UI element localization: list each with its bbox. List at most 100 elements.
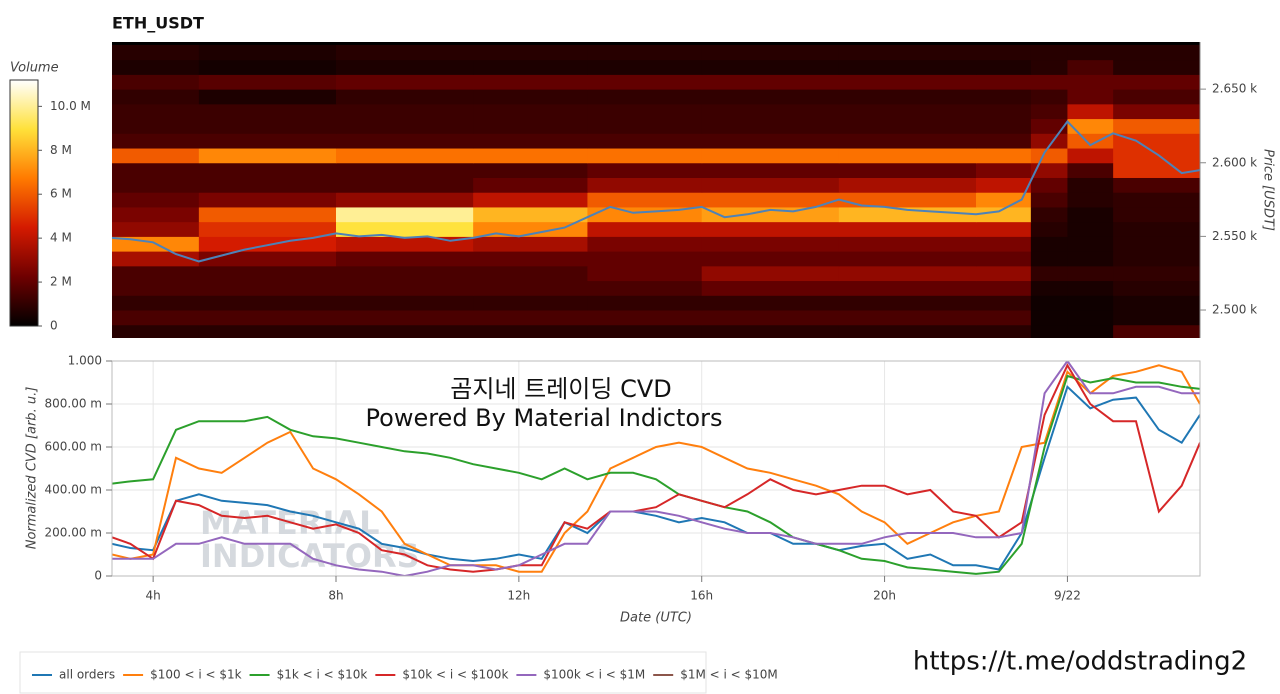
heatmap-cell: [473, 206, 588, 223]
heatmap-cell: [112, 295, 200, 311]
heatmap-cell: [1067, 74, 1114, 90]
heatmap-cell: [587, 133, 703, 149]
heatmap-cell: [701, 295, 840, 311]
heatmap-cell: [473, 162, 588, 178]
heatmap-cell: [976, 310, 1032, 326]
heatmap-cell: [701, 177, 840, 193]
heatmap-cell: [1067, 162, 1114, 178]
heatmap-cell: [473, 310, 588, 326]
heatmap-cell: [1030, 324, 1068, 338]
heatmap-cell: [587, 221, 703, 237]
heatmap-cell: [112, 44, 200, 61]
heatmap-cell: [473, 295, 588, 311]
heatmap-cell: [198, 236, 337, 252]
heatmap-cell: [587, 148, 703, 164]
heatmap-cell: [976, 192, 1032, 208]
heatmap-cell: [1030, 89, 1068, 105]
heatmap-cell: [587, 280, 703, 296]
heatmap-cell: [1030, 251, 1068, 267]
legend-label: $100k < i < $1M: [543, 668, 645, 682]
y-tick-label: 2.500 k: [1212, 303, 1257, 317]
heatmap-cell: [838, 74, 977, 90]
heatmap-cell: [1067, 310, 1114, 326]
heatmap-cell: [473, 148, 588, 164]
heatmap-cell: [1067, 265, 1114, 282]
heatmap-cell: [198, 133, 337, 149]
heatmap-cell: [1030, 118, 1068, 134]
colorbar-tick-label: 8 M: [50, 143, 72, 157]
heatmap-cell: [1113, 310, 1200, 326]
heatmap-cell: [1113, 280, 1200, 296]
x-tick-label: 20h: [873, 589, 896, 603]
series-line: [112, 361, 1200, 576]
heatmap-cell: [587, 74, 703, 90]
heatmap-cell: [976, 118, 1032, 134]
heatmap-cell: [587, 89, 703, 105]
heatmap-cell: [1113, 236, 1200, 252]
heatmap-cell: [701, 324, 840, 338]
heatmap-cell: [976, 44, 1032, 61]
heatmap-cell: [198, 89, 337, 105]
heatmap-cell: [336, 265, 474, 282]
heatmap-cell: [336, 192, 474, 208]
colorbar-tick-label: 2 M: [50, 275, 72, 289]
heatmap-cell: [198, 44, 337, 61]
heatmap-cell: [112, 118, 200, 134]
heatmap-cell: [112, 59, 200, 75]
heatmap-cell: [473, 265, 588, 282]
heatmap-cell: [473, 118, 588, 134]
legend-items: all orders $100 < i < $1k $1k < i < $10k $1…: [32, 668, 778, 682]
heatmap-cell: [1067, 251, 1114, 267]
heatmap-cell: [336, 103, 474, 120]
heatmap-cell: [198, 162, 337, 178]
heatmap-cell: [473, 103, 588, 120]
heatmap-cell: [1113, 206, 1200, 223]
y-tick-label: 400.00 m: [45, 483, 103, 497]
heatmap-cell: [1113, 324, 1200, 338]
heatmap-cell: [838, 118, 977, 134]
heatmap-cell: [1113, 162, 1200, 178]
heatmap-cell: [701, 44, 840, 61]
x-tick-label: 16h: [690, 589, 713, 603]
heatmap-cell: [112, 89, 200, 105]
colorbar-tick-label: 4 M: [50, 231, 72, 245]
heatmap-cell: [1113, 148, 1200, 164]
heatmap-cell: [1113, 44, 1200, 61]
heatmap-cell: [336, 295, 474, 311]
colorbar: [9, 79, 39, 327]
heatmap-cell: [701, 103, 840, 120]
x-tick-label: 9/22: [1054, 589, 1081, 603]
heatmap-cell: [198, 221, 337, 237]
heatmap-cell: [701, 206, 840, 223]
heatmap-cell: [587, 59, 703, 75]
heatmap-cell: [1030, 265, 1068, 282]
heatmap-cell: [198, 310, 337, 326]
heatmap-cell: [198, 192, 337, 208]
heatmap-cell: [336, 162, 474, 178]
heatmap-cell: [838, 59, 977, 75]
heatmap-cell: [1067, 192, 1114, 208]
legend-label: $100 < i < $1k: [150, 668, 242, 682]
price-line: [112, 119, 1200, 263]
heatmap-cell: [112, 251, 200, 267]
heatmap-cell: [838, 177, 977, 193]
y-axis-label: Price [USDT]: [1261, 149, 1276, 231]
heatmap-cell: [587, 103, 703, 120]
heatmap-cell: [1067, 44, 1114, 61]
heatmap-cell: [701, 310, 840, 326]
heatmap-cell: [976, 265, 1032, 282]
heatmap-cell: [336, 236, 474, 252]
heatmap-cell: [587, 324, 703, 338]
heatmap-cell: [701, 265, 840, 282]
heatmap-cell: [587, 295, 703, 311]
heatmap-cell: [198, 118, 337, 134]
heatmap-cell: [587, 162, 703, 178]
heatmap-cell: [976, 324, 1032, 338]
heatmap-cell: [336, 148, 474, 164]
heatmap-cell: [1030, 44, 1068, 61]
heatmap-cell: [1113, 192, 1200, 208]
heatmap-cell: [587, 310, 703, 326]
x-tick-label: 12h: [507, 589, 530, 603]
heatmap-cell: [1113, 118, 1200, 134]
